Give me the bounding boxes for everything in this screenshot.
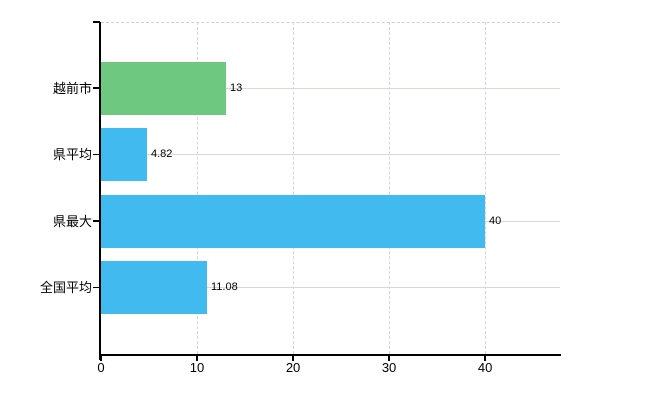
x-gridline — [389, 22, 391, 354]
bar — [101, 194, 485, 248]
x-tick-label: 40 — [477, 360, 493, 375]
x-axis-tick — [196, 356, 198, 361]
category-label: 全国平均 — [39, 280, 92, 296]
x-tick-label: 0 — [97, 360, 105, 375]
y-gridline — [101, 287, 560, 289]
x-tick-label: 30 — [381, 360, 397, 375]
bar-value-label: 4.82 — [151, 148, 173, 161]
category-tick — [93, 286, 100, 289]
axis-end-tick — [93, 21, 100, 23]
category-label: 県平均 — [52, 147, 92, 163]
x-gridline — [293, 22, 295, 354]
x-gridline — [197, 22, 199, 354]
bar — [101, 128, 147, 182]
category-label: 越前市 — [52, 80, 92, 96]
bar-value-label: 40 — [489, 214, 502, 227]
category-tick — [93, 87, 100, 89]
x-tick-label: 20 — [285, 360, 301, 375]
y-gridline — [101, 154, 560, 156]
x-axis-line — [99, 354, 561, 356]
bar-value-label: 11.08 — [211, 281, 238, 294]
category-tick — [93, 153, 100, 156]
category-tick — [93, 220, 100, 222]
x-gridline — [485, 22, 487, 354]
y-gridline — [101, 87, 560, 89]
y-axis-line — [99, 22, 101, 360]
bar — [101, 61, 226, 115]
bar-value-label: 13 — [230, 81, 243, 94]
x-axis-tick — [292, 356, 294, 361]
bar — [101, 261, 207, 315]
x-tick-label: 10 — [189, 360, 205, 375]
x-axis-tick — [100, 356, 102, 361]
x-axis-tick — [484, 356, 486, 361]
category-label: 県最大 — [52, 213, 92, 229]
x-axis-tick — [388, 356, 390, 361]
plot-top-border — [101, 22, 560, 23]
